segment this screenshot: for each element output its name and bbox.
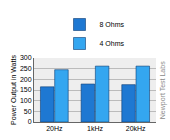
svg-text:Power Output in Watts: Power Output in Watts: [10, 55, 18, 125]
svg-text:250: 250: [20, 65, 32, 72]
svg-text:200: 200: [20, 76, 32, 83]
svg-text:0: 0: [28, 118, 32, 125]
svg-text:1kHz: 1kHz: [87, 125, 103, 132]
svg-text:100: 100: [20, 97, 32, 104]
svg-text:300: 300: [20, 54, 32, 61]
svg-text:20Hz: 20Hz: [46, 125, 63, 132]
svg-text:20kHz: 20kHz: [126, 125, 146, 132]
svg-text:4 Ohms: 4 Ohms: [100, 40, 125, 47]
svg-text:8 Ohms: 8 Ohms: [100, 21, 125, 28]
svg-text:50: 50: [24, 108, 32, 115]
svg-text:150: 150: [20, 86, 32, 93]
svg-text:Newport Test Labs: Newport Test Labs: [159, 61, 167, 119]
